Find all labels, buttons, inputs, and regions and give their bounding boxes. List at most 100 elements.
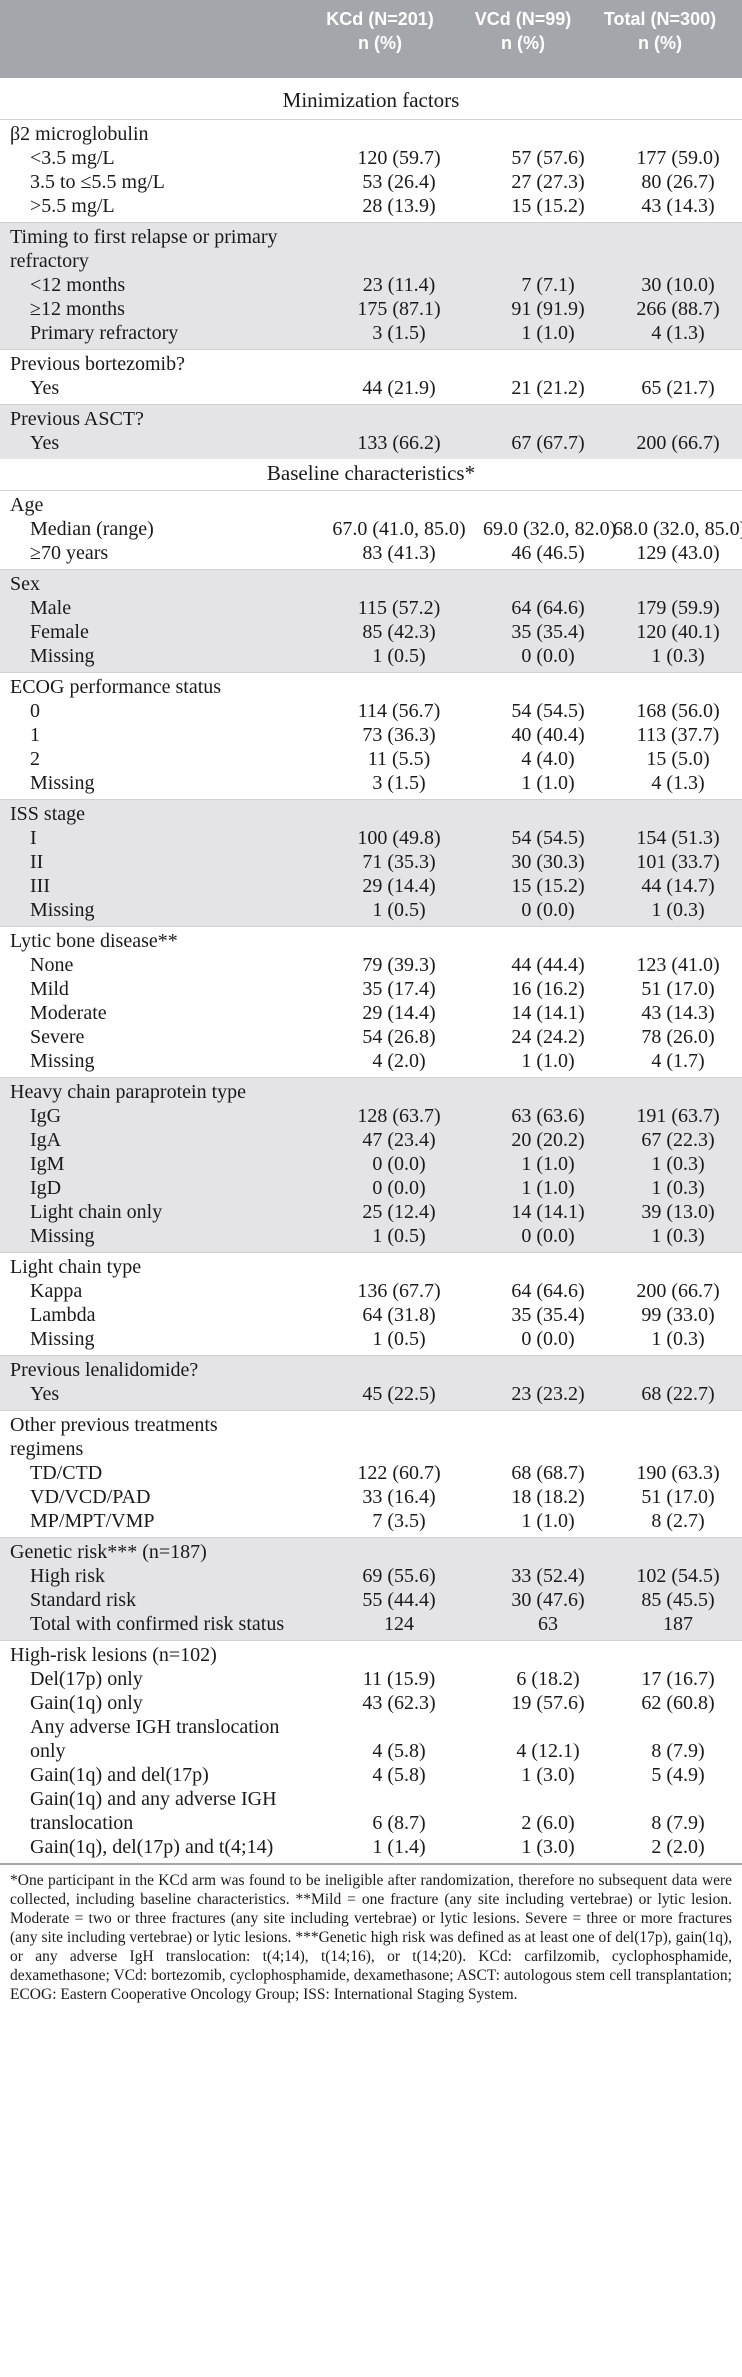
group-heading-row: Light chain type: [0, 1255, 742, 1279]
header-vcd-unit: n (%): [501, 33, 545, 53]
table-row: Yes 133 (66.2) 67 (67.7) 200 (66.7): [0, 431, 742, 455]
total-value: 4 (1.3): [651, 322, 705, 344]
vcd-value: 14 (14.1): [511, 1201, 585, 1223]
total-value: 4 (1.3): [651, 772, 705, 794]
vcd-value: 30 (47.6): [511, 1589, 585, 1611]
row-label: IgD: [30, 1177, 62, 1199]
vcd-value: 0 (0.0): [521, 1225, 575, 1247]
vcd-value: 44 (44.4): [511, 954, 585, 976]
kcd-value: 175 (87.1): [357, 298, 441, 320]
kcd-value: 29 (14.4): [362, 875, 436, 897]
table-header: KCd (N=201) n (%) VCd (N=99) n (%) Total…: [0, 0, 742, 78]
vcd-value: 64 (64.6): [511, 597, 585, 619]
row-label: Yes: [30, 432, 60, 454]
section-title: Minimization factors: [282, 88, 460, 112]
header-kcd: KCd (N=201): [326, 9, 434, 29]
kcd-value: 73 (36.3): [362, 724, 436, 746]
total-value: 43 (14.3): [641, 195, 715, 217]
row-label: Kappa: [30, 1280, 83, 1302]
total-value: 102 (54.5): [636, 1565, 720, 1587]
table-group: β2 microglobulin <3.5 mg/L 120 (59.7) 57 (5…: [0, 119, 742, 222]
kcd-value: 53 (26.4): [362, 171, 436, 193]
kcd-value: 25 (12.4): [362, 1201, 436, 1223]
vcd-value: 30 (30.3): [511, 851, 585, 873]
table-row: IgG 128 (63.7) 63 (63.6) 191 (63.7): [0, 1104, 742, 1128]
row-label: TD/CTD: [30, 1462, 103, 1484]
kcd-value: 4 (5.8): [372, 1764, 426, 1786]
total-value: 154 (51.3): [636, 827, 720, 849]
vcd-value: 35 (35.4): [511, 1304, 585, 1326]
total-value: 177 (59.0): [636, 147, 720, 169]
kcd-value: 43 (62.3): [362, 1692, 436, 1714]
group-heading-row: Lytic bone disease**: [0, 929, 742, 953]
table-row: Gain(1q) only 43 (62.3) 19 (57.6) 62 (60.8): [0, 1691, 742, 1715]
kcd-value: 1 (0.5): [372, 899, 426, 921]
row-label: High risk: [30, 1565, 105, 1587]
vcd-value: 15 (15.2): [511, 875, 585, 897]
table-footnote: *One participant in the KCd arm was foun…: [0, 1863, 742, 2004]
vcd-value: 33 (52.4): [511, 1565, 585, 1587]
table-row: IgA 47 (23.4) 20 (20.2) 67 (22.3): [0, 1128, 742, 1152]
table-group: Sex Male 115 (57.2) 64 (64.6) 179 (59.9) Fema…: [0, 569, 742, 672]
row-label: Standard risk: [30, 1589, 137, 1611]
table-row: Standard risk 55 (44.4) 30 (47.6) 85 (45.5): [0, 1588, 742, 1612]
total-value: 85 (45.5): [641, 1589, 715, 1611]
group-heading: Timing to first relapse or primary refra…: [10, 226, 278, 272]
total-value: 67 (22.3): [641, 1129, 715, 1151]
group-heading-row: Sex: [0, 572, 742, 596]
table-row: Mild 35 (17.4) 16 (16.2) 51 (17.0): [0, 977, 742, 1001]
table-row: Moderate 29 (14.4) 14 (14.1) 43 (14.3): [0, 1001, 742, 1025]
vcd-value: 23 (23.2): [511, 1383, 585, 1405]
row-label: 3.5 to ≤5.5 mg/L: [30, 171, 165, 193]
vcd-value: 4 (4.0): [521, 748, 575, 770]
total-value: 113 (37.7): [636, 724, 720, 746]
kcd-value: 67.0 (41.0, 85.0): [332, 518, 466, 540]
table-row: Lambda 64 (31.8) 35 (35.4) 99 (33.0): [0, 1303, 742, 1327]
kcd-value: 133 (66.2): [357, 432, 441, 454]
vcd-value: 2 (6.0): [521, 1812, 575, 1834]
table-row: Missing 1 (0.5) 0 (0.0) 1 (0.3): [0, 898, 742, 922]
vcd-value: 54 (54.5): [511, 700, 585, 722]
vcd-value: 14 (14.1): [511, 1002, 585, 1024]
row-label: ≥12 months: [30, 298, 125, 320]
kcd-value: 128 (63.7): [357, 1105, 441, 1127]
total-value: 200 (66.7): [636, 1280, 720, 1302]
row-label: Missing: [30, 645, 95, 667]
total-value: 266 (88.7): [636, 298, 720, 320]
total-value: 78 (26.0): [641, 1026, 715, 1048]
vcd-value: 1 (1.0): [521, 1050, 575, 1072]
vcd-value: 0 (0.0): [521, 645, 575, 667]
group-heading: Lytic bone disease**: [10, 930, 178, 952]
table-body: Minimization factors β2 microglobulin <3.5…: [0, 78, 742, 1863]
table-row: Primary refractory 3 (1.5) 1 (1.0) 4 (1.3): [0, 321, 742, 345]
group-heading: High-risk lesions (n=102): [10, 1644, 217, 1666]
vcd-value: 1 (1.0): [521, 1153, 575, 1175]
kcd-value: 85 (42.3): [362, 621, 436, 643]
row-label: Missing: [30, 1050, 95, 1072]
table-group: Timing to first relapse or primary refra…: [0, 222, 742, 349]
vcd-value: 21 (21.2): [511, 377, 585, 399]
kcd-value: 136 (67.7): [357, 1280, 441, 1302]
row-label: Female: [30, 621, 89, 643]
table-row: ≥70 years 83 (41.3) 46 (46.5) 129 (43.0): [0, 541, 742, 565]
table-row: Total with confirmed risk status 124 63 187: [0, 1612, 742, 1636]
group-heading: ECOG performance status: [10, 676, 222, 698]
kcd-value: 45 (22.5): [362, 1383, 436, 1405]
group-heading: Age: [10, 494, 44, 516]
group-heading: Previous bortezomib?: [10, 353, 185, 375]
kcd-value: 71 (35.3): [362, 851, 436, 873]
table-row: IgM 0 (0.0) 1 (1.0) 1 (0.3): [0, 1152, 742, 1176]
group-heading-row: β2 microglobulin: [0, 122, 742, 146]
total-value: 99 (33.0): [641, 1304, 715, 1326]
vcd-value: 91 (91.9): [511, 298, 585, 320]
table-row: Gain(1q), del(17p) and t(4;14) 1 (1.4) 1 (…: [0, 1835, 742, 1859]
total-value: 39 (13.0): [641, 1201, 715, 1223]
kcd-value: 3 (1.5): [372, 772, 426, 794]
group-heading-row: Heavy chain paraprotein type: [0, 1080, 742, 1104]
kcd-value: 1 (1.4): [372, 1836, 426, 1858]
table-group: Lytic bone disease** None 79 (39.3) 44 (44.…: [0, 926, 742, 1077]
row-label: Moderate: [30, 1002, 107, 1024]
kcd-value: 33 (16.4): [362, 1486, 436, 1508]
group-heading-row: Age: [0, 493, 742, 517]
group-heading: Previous lenalidomide?: [10, 1359, 199, 1381]
